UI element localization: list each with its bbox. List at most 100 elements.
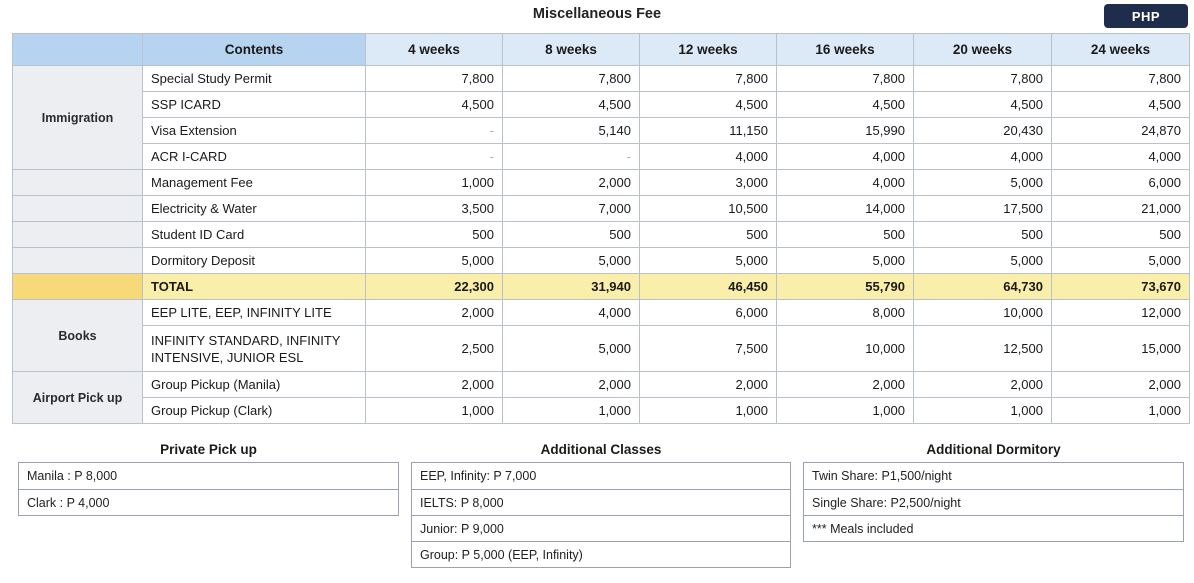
list-item: Twin Share: P1,500/night [812,469,952,483]
cell-value: 1,000 [913,397,1052,424]
cell-value: 500 [1051,221,1190,248]
cell-value: 10,000 [913,299,1052,326]
header-20-weeks: 20 weeks [913,33,1052,66]
cell-value: 5,000 [365,247,503,274]
cell-value: 4,000 [639,143,777,170]
cell-value: 1,000 [639,397,777,424]
cell-value: 5,000 [913,247,1052,274]
cell-value: 4,500 [502,91,640,118]
cell-value: - [365,143,503,170]
group-empty [12,195,143,222]
currency-badge[interactable]: PHP [1104,4,1188,28]
list-item: Single Share: P2,500/night [804,489,1183,515]
cell-value: 500 [502,221,640,248]
cell-value: 17,500 [913,195,1052,222]
cell-value: 5,000 [776,247,914,274]
cell-value: 7,800 [1051,65,1190,92]
cell-value: 24,870 [1051,117,1190,144]
cell-value: 2,000 [365,299,503,326]
cell-value: 7,500 [639,325,777,372]
cell-value: 2,000 [502,169,640,196]
page-title: Miscellaneous Fee [532,6,662,22]
cell-value: 2,000 [913,371,1052,398]
table-row: Visa Extension - 5,140 11,150 15,990 20,… [13,117,1190,144]
additional-dormitory-panel: Additional Dormitory Twin Share: P1,500/… [803,442,1184,542]
cell-value: 21,000 [1051,195,1190,222]
cell-value: 5,000 [502,247,640,274]
cell-value: 1,000 [1051,397,1190,424]
group-immigration: Immigration [12,65,143,170]
list-item: Manila : P 8,000 [27,469,118,483]
row-item-label: SSP ICARD [142,91,366,118]
cell-value: 20,430 [913,117,1052,144]
row-item-label: Electricity & Water [142,195,366,222]
cell-value: 10,000 [776,325,914,372]
table-row: Books EEP LITE, EEP, INFINITY LITE 2,000… [12,299,1190,372]
row-item-label: Special Study Permit [142,65,366,92]
total-row: TOTAL 22,300 31,940 46,450 55,790 64,730… [12,273,1190,300]
cell-value: 2,000 [776,371,914,398]
cell-value: 4,000 [1051,143,1190,170]
table-row: Student ID Card 500 500 500 500 500 500 [12,221,1190,248]
cell-value: 500 [776,221,914,248]
cell-value: 1,000 [365,169,503,196]
group-empty [12,273,143,300]
cell-value: 2,000 [502,371,640,398]
row-item-label-line2: INTENSIVE, JUNIOR ESL [151,349,304,365]
table-row: Dormitory Deposit 5,000 5,000 5,000 5,00… [12,247,1190,274]
cell-value: 6,000 [1051,169,1190,196]
total-value: 31,940 [502,273,640,300]
cell-value: 6,000 [639,299,777,326]
cell-value: 1,000 [365,397,503,424]
list-item: *** Meals included [804,515,1183,541]
total-value: 64,730 [913,273,1052,300]
cell-value: 4,000 [913,143,1052,170]
header-16-weeks: 16 weeks [776,33,914,66]
table-row: Management Fee 1,000 2,000 3,000 4,000 5… [12,169,1190,196]
additional-classes-list: EEP, Infinity: P 7,000 IELTS: P 8,000 Ju… [411,462,791,568]
table-row: SSP ICARD 4,500 4,500 4,500 4,500 4,500 … [13,91,1190,118]
total-value: 22,300 [365,273,503,300]
cell-value: 14,000 [776,195,914,222]
additional-classes-title: Additional Classes [540,442,662,457]
group-empty [12,221,143,248]
total-value: 73,670 [1051,273,1190,300]
row-item-label: Visa Extension [142,117,366,144]
cell-value: 3,000 [639,169,777,196]
group-airport-pickup: Airport Pick up [12,371,143,424]
cell-value: 4,500 [1051,91,1190,118]
cell-value: 15,000 [1051,325,1190,372]
cell-value: 5,000 [502,325,640,372]
cell-value: 500 [913,221,1052,248]
cell-value: 5,000 [1051,247,1190,274]
header-8-weeks: 8 weeks [502,33,640,66]
cell-value: 7,800 [913,65,1052,92]
row-item-label: ACR I-CARD [142,143,366,170]
list-item: EEP, Infinity: P 7,000 [420,469,537,483]
row-item-label: Management Fee [142,169,366,196]
row-item-label: Dormitory Deposit [142,247,366,274]
additional-dormitory-list: Twin Share: P1,500/night Single Share: P… [803,462,1184,542]
cell-value: 11,150 [639,117,777,144]
cell-value: - [365,117,503,144]
list-item: Junior: P 9,000 [412,515,790,541]
cell-value: 500 [365,221,503,248]
row-item-label: Group Pickup (Clark) [142,397,366,424]
total-value: 46,450 [639,273,777,300]
cell-value: 8,000 [776,299,914,326]
header-12-weeks: 12 weeks [639,33,777,66]
cell-value: 5,140 [502,117,640,144]
cell-value: 2,500 [365,325,503,372]
cell-value: 4,500 [365,91,503,118]
cell-value: 12,000 [1051,299,1190,326]
group-empty [12,247,143,274]
header-group [12,33,143,66]
cell-value: 7,800 [365,65,503,92]
table-header-row: Contents 4 weeks 8 weeks 12 weeks 16 wee… [12,33,1190,66]
cell-value: 4,000 [776,143,914,170]
row-item-label: INFINITY STANDARD, INFINITY INTENSIVE, JU… [142,325,366,372]
cell-value: 12,500 [913,325,1052,372]
cell-value: 3,500 [365,195,503,222]
cell-value: 7,800 [502,65,640,92]
cell-value: 1,000 [776,397,914,424]
